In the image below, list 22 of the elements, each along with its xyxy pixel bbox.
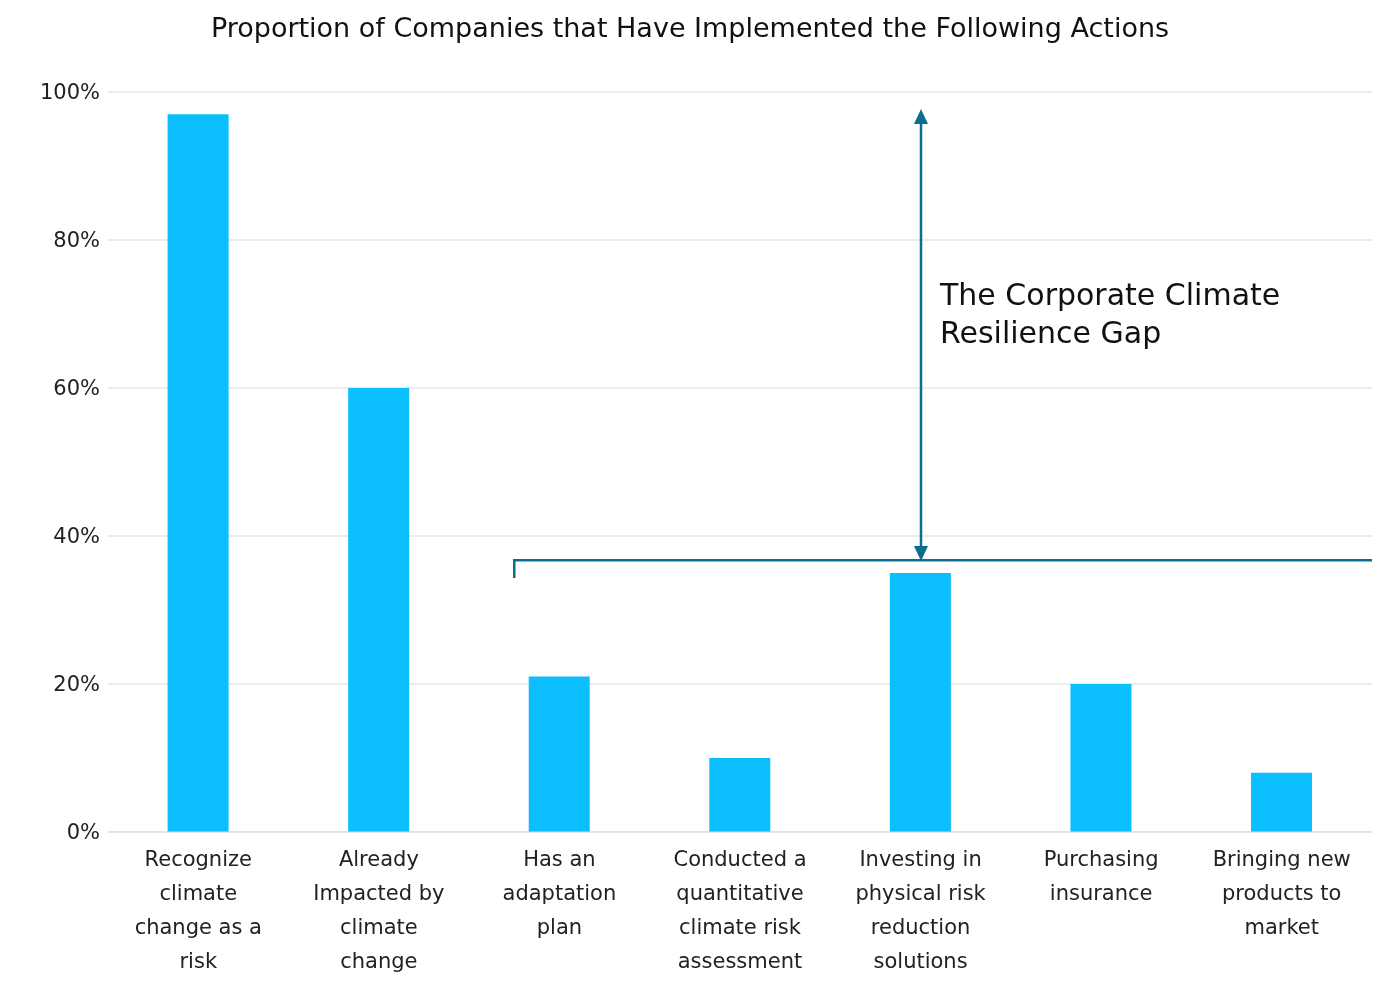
y-tick-label: 60%	[53, 376, 100, 401]
bar	[1070, 684, 1132, 832]
bar	[167, 114, 229, 832]
y-tick-label: 0%	[66, 820, 100, 845]
y-tick-label: 40%	[53, 524, 100, 549]
x-tick-label: Purchasing insurance	[1043, 847, 1159, 905]
x-tick-label: Has an adaptation plan	[502, 847, 617, 939]
x-tick-label: Investing in physical risk reduction solutions	[855, 847, 987, 973]
y-tick-label: 80%	[53, 228, 100, 253]
bar	[889, 573, 951, 832]
x-tick-label: Recognize climate change as a risk	[134, 847, 262, 973]
bar	[528, 676, 590, 832]
x-tick-label: Bringing new products to market	[1212, 847, 1351, 939]
bar	[709, 758, 771, 832]
x-tick-label: Conducted a quantitative climate risk assessment	[673, 847, 807, 973]
bar	[1251, 772, 1313, 832]
bar	[348, 388, 410, 832]
x-tick-label: Already Impacted by climate change	[313, 847, 445, 973]
y-tick-label: 20%	[53, 672, 100, 697]
annotation: The Corporate Climate Resilience Gap	[940, 276, 1282, 352]
chart-title: Proportion of Companies that Have Implemented the Following Actions	[209, 12, 1171, 43]
y-tick-label: 100%	[39, 80, 100, 105]
